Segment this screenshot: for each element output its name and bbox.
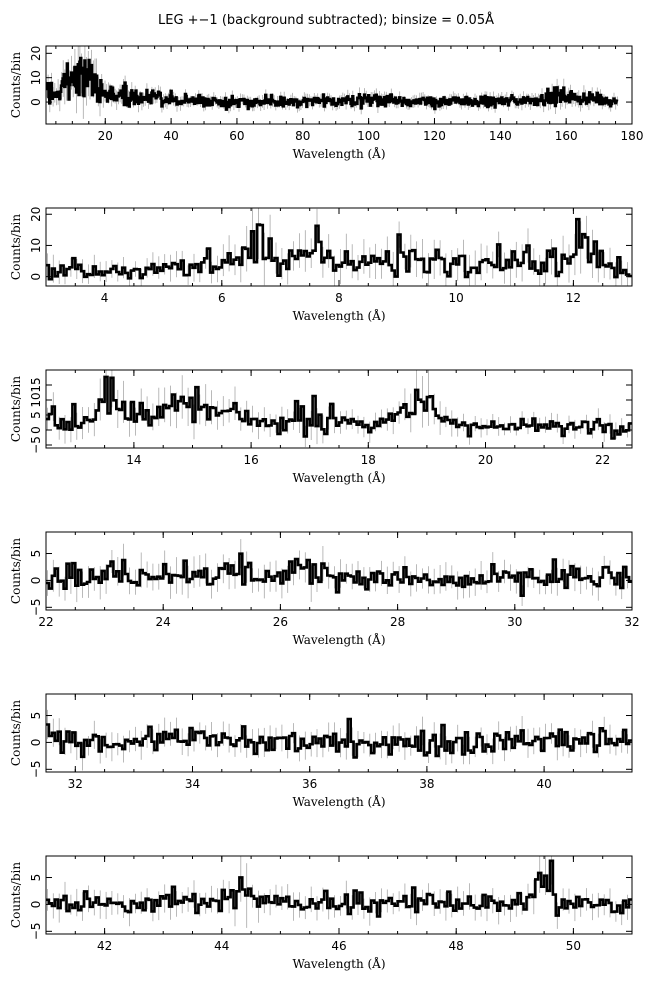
error-bars — [47, 370, 628, 448]
error-bars — [47, 208, 628, 286]
y-tick-label: 5 — [29, 550, 43, 558]
y-tick-label: 0 — [29, 577, 43, 585]
x-tick-label: 28 — [390, 615, 405, 629]
x-tick-label: 14 — [126, 453, 141, 467]
x-tick-label: 44 — [214, 939, 229, 953]
x-tick-label: 48 — [449, 939, 464, 953]
x-tick-label: 6 — [218, 291, 226, 305]
plot-frame — [45, 207, 633, 287]
x-tick-label: 60 — [229, 129, 244, 143]
panel-1: 20 40 60 80 100 120 140 160 180 0 10 20 Wavelength (… — [9, 45, 644, 161]
spectrum-histogram — [46, 56, 619, 111]
x-tick-label: 36 — [302, 777, 317, 791]
y-axis-label: Counts/bin — [9, 376, 23, 442]
y-tick-label: −5 — [29, 436, 43, 454]
y-tick-label: 20 — [29, 46, 43, 61]
y-tick-label: 0 — [29, 273, 43, 281]
x-tick-label: 10 — [449, 291, 464, 305]
y-tick-label: 0 — [29, 426, 43, 434]
plot-frame — [45, 855, 633, 935]
spectrum-histogram — [46, 375, 632, 440]
x-tick-label: 40 — [536, 777, 551, 791]
x-tick-label: 12 — [566, 291, 581, 305]
spectrum-histogram — [46, 552, 632, 597]
x-tick-label: 22 — [38, 615, 53, 629]
y-tick-label: 15 — [29, 377, 43, 392]
x-axis-label: Wavelength (Å) — [292, 632, 385, 647]
panel-4: 22 24 26 28 30 32 −5 0 5 Wavelength (Å) Counts/bin — [9, 531, 640, 647]
x-tick-label: 140 — [489, 129, 512, 143]
y-tick-label: 20 — [29, 207, 43, 222]
x-tick-label: 180 — [621, 129, 644, 143]
x-tick-label: 160 — [555, 129, 578, 143]
x-axis-label: Wavelength (Å) — [292, 308, 385, 323]
x-tick-label: 26 — [273, 615, 288, 629]
y-tick-label: 0 — [29, 98, 43, 106]
x-tick-label: 4 — [101, 291, 109, 305]
x-tick-label: 32 — [624, 615, 639, 629]
y-tick-label: −5 — [29, 598, 43, 616]
x-tick-label: 16 — [243, 453, 258, 467]
y-axis-label: Counts/bin — [9, 538, 23, 604]
y-tick-label: 5 — [29, 712, 43, 720]
y-tick-label: 0 — [29, 739, 43, 747]
x-tick-label: 20 — [478, 453, 493, 467]
x-tick-label: 24 — [156, 615, 171, 629]
figure-title: LEG +−1 (background subtracted); binsize… — [158, 12, 494, 28]
error-bars — [46, 46, 618, 119]
y-tick-label: 0 — [29, 901, 43, 909]
x-axis-label: Wavelength (Å) — [292, 146, 385, 161]
y-tick-label: −5 — [29, 922, 43, 940]
panel-5: 32 34 36 38 40 −5 0 5 Wavelength (Å) Counts/bin — [9, 693, 633, 809]
x-tick-label: 20 — [98, 129, 113, 143]
x-tick-label: 120 — [423, 129, 446, 143]
spectrum-histogram — [46, 217, 632, 281]
y-tick-label: 10 — [29, 238, 43, 253]
y-tick-label: 10 — [29, 392, 43, 407]
x-tick-label: 100 — [357, 129, 380, 143]
panel-2: 4 6 8 10 12 0 10 20 Wavelength (Å) Counts/bin — [9, 207, 633, 323]
x-tick-label: 50 — [566, 939, 581, 953]
spectrum-histogram — [46, 859, 632, 918]
x-tick-label: 34 — [185, 777, 200, 791]
x-tick-label: 22 — [595, 453, 610, 467]
x-axis-label: Wavelength (Å) — [292, 956, 385, 971]
plot-frame — [45, 531, 633, 611]
y-axis-label: Counts/bin — [9, 700, 23, 766]
y-axis-label: Counts/bin — [9, 862, 23, 928]
x-tick-label: 42 — [97, 939, 112, 953]
x-tick-label: 32 — [68, 777, 83, 791]
y-tick-label: 5 — [29, 411, 43, 419]
panel-6: 42 44 46 48 50 −5 0 5 Wavelength (Å) Counts/bin — [9, 855, 633, 971]
spectrum-histogram — [46, 717, 632, 759]
x-tick-label: 40 — [163, 129, 178, 143]
error-bars — [47, 539, 628, 606]
x-axis-label: Wavelength (Å) — [292, 794, 385, 809]
x-tick-label: 30 — [507, 615, 522, 629]
y-tick-label: 10 — [29, 70, 43, 85]
plot-frame — [45, 45, 633, 125]
x-tick-label: 46 — [331, 939, 346, 953]
x-axis-label: Wavelength (Å) — [292, 470, 385, 485]
y-tick-label: −5 — [29, 760, 43, 778]
plot-frame — [45, 693, 633, 773]
x-tick-label: 18 — [361, 453, 376, 467]
x-tick-label: 80 — [295, 129, 310, 143]
x-tick-label: 38 — [419, 777, 434, 791]
y-axis-label: Counts/bin — [9, 52, 23, 118]
x-tick-label: 8 — [335, 291, 343, 305]
y-axis-label: Counts/bin — [9, 214, 23, 280]
y-tick-label: 5 — [29, 874, 43, 882]
